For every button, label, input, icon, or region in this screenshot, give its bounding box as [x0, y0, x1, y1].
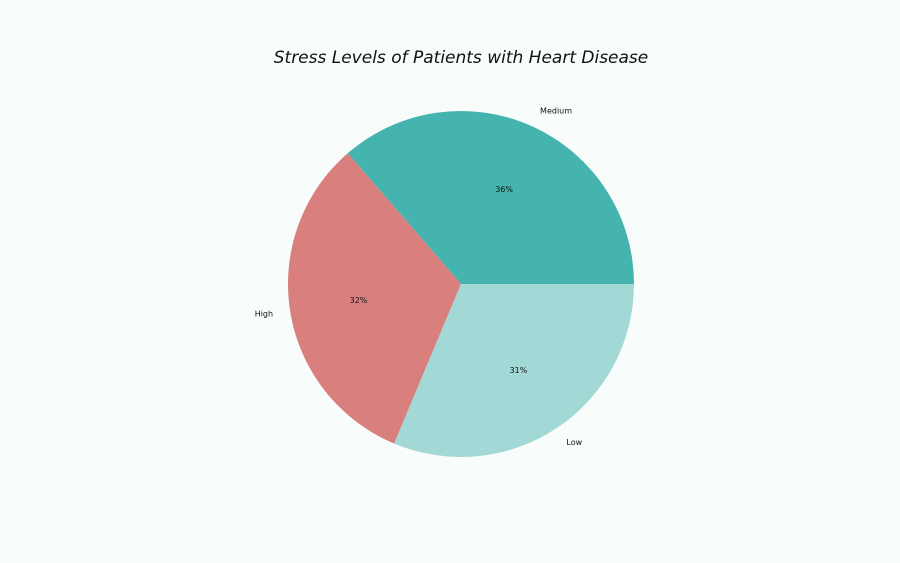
slice-label-high: High	[255, 310, 273, 319]
slice-percent-medium: 36%	[495, 185, 513, 194]
pie-labels: Medium 36% High 32% Low 31%	[255, 106, 583, 447]
pie-slice-medium	[347, 110, 634, 284]
slice-percent-high: 32%	[350, 296, 368, 305]
slice-label-low: Low	[566, 438, 582, 447]
slice-percent-low: 31%	[510, 366, 528, 375]
pie-slice-low	[394, 284, 634, 457]
pie-slices	[288, 110, 634, 457]
chart-title: Stress Levels of Patients with Heart Dis…	[274, 48, 649, 68]
slice-label-medium: Medium	[540, 106, 572, 115]
pie-slice-high	[288, 153, 461, 444]
